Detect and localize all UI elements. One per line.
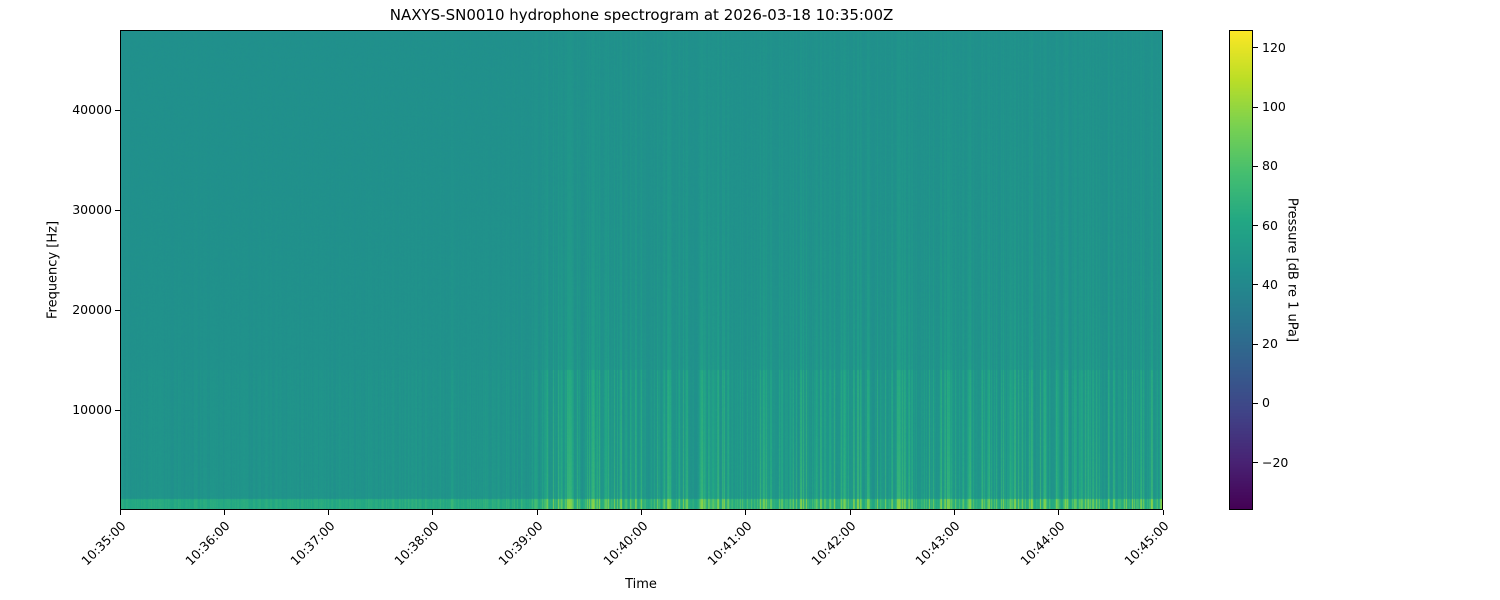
colorbar-tick (1253, 225, 1258, 227)
x-tick-label: 10:45:00 (1121, 518, 1172, 569)
y-tick-label: 20000 (72, 302, 112, 317)
colorbar-tick-label: 80 (1262, 158, 1278, 174)
y-tick-label: 10000 (72, 402, 112, 417)
colorbar-tick-label: 40 (1262, 276, 1278, 292)
colorbar-tick (1253, 284, 1258, 286)
x-tick-label: 10:40:00 (599, 518, 651, 569)
x-tick-label: 10:39:00 (495, 518, 546, 569)
colorbar-tick-label: 0 (1262, 395, 1270, 411)
x-tick (432, 510, 434, 515)
x-tick (849, 510, 851, 515)
spectrogram-heatmap (120, 30, 1163, 510)
x-tick (223, 510, 225, 515)
x-tick-label: 10:41:00 (704, 518, 755, 569)
x-tick (745, 510, 747, 515)
x-tick-label: 10:43:00 (912, 518, 963, 569)
colorbar-tick (1253, 343, 1258, 345)
x-tick (1162, 510, 1164, 515)
y-tick-label: 30000 (72, 202, 112, 217)
colorbar-tick-label: 60 (1262, 217, 1278, 233)
colorbar-tick-label: 100 (1262, 99, 1286, 115)
colorbar-tick (1253, 462, 1258, 464)
x-tick-label: 10:38:00 (391, 518, 442, 569)
x-tick-label: 10:37:00 (286, 518, 338, 569)
x-tick-label: 10:42:00 (808, 518, 859, 569)
x-tick-label: 10:35:00 (78, 518, 129, 569)
colorbar-tick-label: 20 (1262, 336, 1278, 352)
x-tick-label: 10:44:00 (1016, 518, 1068, 569)
x-tick (641, 510, 642, 515)
x-axis-label: Time (625, 577, 657, 592)
y-tick (115, 109, 120, 111)
x-tick (953, 510, 955, 515)
colorbar-tick (1253, 47, 1258, 49)
colorbar-tick-label: −20 (1262, 454, 1289, 470)
y-tick-label: 40000 (72, 102, 112, 117)
y-tick (115, 409, 120, 411)
colorbar-frame (1229, 30, 1253, 510)
x-tick-label: 10:36:00 (182, 518, 233, 569)
colorbar-tick (1253, 402, 1258, 404)
colorbar (1229, 30, 1253, 510)
x-tick (536, 510, 538, 515)
colorbar-tick (1253, 165, 1258, 167)
chart-title: NAXYS-SN0010 hydrophone spectrogram at 2… (389, 6, 894, 24)
colorbar-tick-label: 120 (1262, 39, 1286, 55)
colorbar-tick (1253, 106, 1258, 108)
y-tick (115, 209, 120, 211)
colorbar-label: Pressure [dB re 1 uPa] (1284, 197, 1300, 343)
x-tick (119, 510, 121, 515)
y-tick (115, 309, 120, 311)
y-axis-label: Frequency [Hz] (45, 220, 61, 320)
x-tick (1058, 510, 1060, 515)
x-tick (328, 510, 330, 515)
